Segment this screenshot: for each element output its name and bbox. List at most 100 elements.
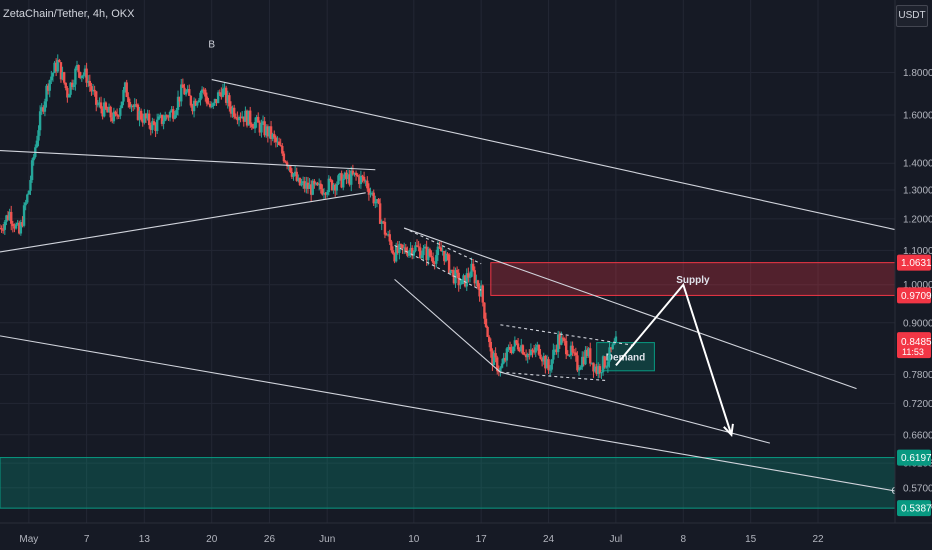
- candle: [184, 89, 188, 97]
- candle: [120, 101, 124, 109]
- candle: [290, 168, 294, 179]
- candle: [245, 109, 249, 128]
- candle: [597, 362, 600, 379]
- candle: [149, 122, 152, 136]
- price-label: 1.0631: [901, 258, 932, 269]
- candle: [356, 173, 359, 178]
- candle: [127, 92, 130, 108]
- candle: [147, 110, 151, 129]
- candle: [131, 104, 135, 112]
- candle: [271, 132, 274, 142]
- zone-support: [0, 457, 896, 509]
- candle: [441, 244, 444, 256]
- candle: [552, 343, 555, 364]
- candle: [419, 243, 422, 259]
- candle: [72, 79, 75, 90]
- candle: [281, 143, 284, 157]
- candle: [443, 250, 446, 265]
- candle: [338, 172, 342, 181]
- countdown-timer: 11:53: [902, 347, 924, 357]
- candle: [133, 98, 136, 110]
- candle: [10, 205, 13, 231]
- candle: [202, 87, 205, 95]
- candle: [553, 344, 557, 355]
- trendline: [211, 79, 896, 231]
- candle: [37, 125, 40, 147]
- candle: [614, 331, 618, 343]
- candle: [298, 177, 302, 187]
- candle: [479, 280, 483, 297]
- candle: [334, 183, 337, 197]
- candle: [488, 335, 491, 348]
- candle: [433, 261, 436, 270]
- candle: [282, 151, 286, 163]
- candle: [329, 176, 332, 183]
- candle: [523, 352, 526, 356]
- candle: [537, 344, 541, 356]
- symbol-title: ZetaChain/Tether, 4h, OKX: [3, 8, 135, 20]
- candle: [358, 174, 361, 189]
- candle: [548, 365, 552, 377]
- candle: [484, 312, 488, 328]
- candle: [80, 75, 84, 82]
- candle: [359, 170, 363, 189]
- candle: [465, 268, 468, 292]
- projection-path: [615, 282, 733, 436]
- price-tick-label: 1.0000: [903, 280, 932, 291]
- time-tick-label: Jul: [610, 534, 623, 545]
- candle: [366, 176, 369, 192]
- candle: [117, 114, 120, 120]
- candle: [29, 175, 32, 196]
- candle: [173, 110, 177, 120]
- candle: [316, 181, 319, 186]
- candle: [492, 350, 496, 366]
- candle: [6, 211, 10, 221]
- candle: [398, 241, 401, 260]
- candle: [489, 338, 493, 358]
- candle: [300, 178, 303, 187]
- candle: [502, 352, 505, 365]
- candle: [494, 347, 497, 363]
- candle: [151, 117, 154, 134]
- candle: [236, 111, 239, 125]
- trendline: [404, 227, 857, 390]
- candle: [540, 357, 544, 367]
- candle: [139, 108, 143, 122]
- candle: [568, 354, 571, 358]
- candle: [415, 239, 419, 247]
- last-price-tag: [897, 332, 931, 359]
- candle: [154, 122, 157, 138]
- candle: [605, 365, 608, 369]
- candle: [563, 337, 566, 346]
- candle: [143, 109, 146, 125]
- candle: [253, 117, 257, 134]
- candle: [467, 267, 470, 283]
- candle: [13, 223, 16, 233]
- candle: [115, 108, 119, 120]
- candle: [571, 341, 574, 357]
- candle: [48, 79, 51, 98]
- trendline: [0, 150, 376, 171]
- candle: [16, 219, 19, 226]
- candle: [346, 169, 350, 184]
- price-label: 0.9709: [901, 291, 932, 302]
- candle: [370, 191, 374, 196]
- candle: [83, 65, 87, 78]
- candle: [32, 154, 35, 166]
- candle: [119, 105, 122, 120]
- candle: [220, 87, 223, 100]
- candle: [321, 184, 324, 196]
- candle: [19, 219, 23, 236]
- candle: [181, 78, 185, 88]
- candle: [545, 354, 549, 369]
- candle: [50, 70, 53, 85]
- candle: [524, 349, 528, 361]
- time-tick-label: 10: [408, 534, 420, 545]
- candle: [367, 183, 371, 201]
- candle: [168, 110, 172, 122]
- candle: [504, 352, 507, 363]
- candle: [528, 349, 531, 360]
- candle: [223, 82, 226, 95]
- currency-button[interactable]: USDT: [896, 5, 928, 27]
